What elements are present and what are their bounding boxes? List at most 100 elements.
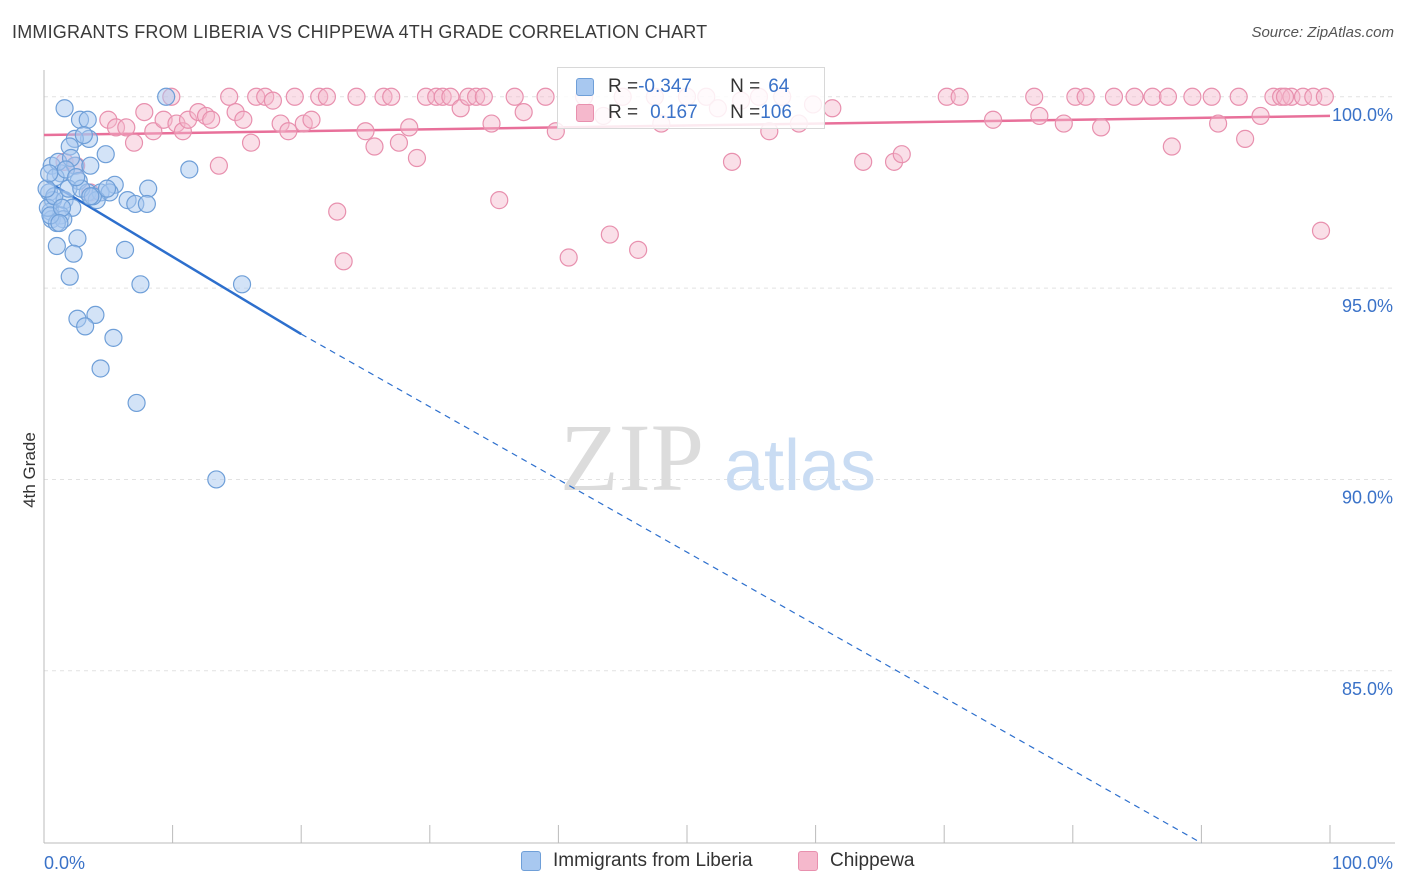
point-chippewa xyxy=(226,102,245,122)
point-chippewa xyxy=(310,87,329,106)
point-chippewa xyxy=(1236,129,1255,148)
point-chippewa xyxy=(884,152,904,171)
legend: Immigrants from Liberia Chippewa xyxy=(0,850,1406,880)
point-chippewa xyxy=(490,191,509,210)
point-chippewa xyxy=(1315,87,1334,106)
stats-n-value-liberia: 64 xyxy=(768,76,790,97)
point-liberia xyxy=(40,164,59,183)
point-liberia xyxy=(74,125,93,145)
legend-item-chippewa[interactable]: Chippewa xyxy=(798,850,915,872)
point-liberia xyxy=(37,179,56,198)
point-chippewa xyxy=(1162,137,1181,156)
point-liberia xyxy=(76,317,95,336)
stats-n-value-chippewa: 106 xyxy=(760,102,792,123)
point-chippewa xyxy=(356,122,375,141)
point-chippewa xyxy=(983,110,1003,129)
point-liberia xyxy=(55,99,74,118)
axes xyxy=(43,70,1395,844)
point-liberia xyxy=(91,359,110,378)
point-chippewa xyxy=(365,137,384,156)
y-tick-label: 85.0% xyxy=(1342,679,1393,699)
x-tick-label: 100.0% xyxy=(1332,853,1393,873)
point-chippewa xyxy=(1091,118,1111,137)
point-liberia xyxy=(78,110,97,129)
point-chippewa xyxy=(209,156,228,175)
point-chippewa xyxy=(135,102,154,122)
point-chippewa xyxy=(106,118,126,137)
point-chippewa xyxy=(474,87,493,106)
point-chippewa xyxy=(1183,87,1202,106)
point-chippewa xyxy=(285,87,304,106)
point-chippewa xyxy=(600,225,619,244)
point-chippewa xyxy=(328,202,347,221)
point-chippewa xyxy=(1275,87,1295,106)
point-chippewa xyxy=(407,148,427,168)
point-chippewa xyxy=(1229,87,1248,106)
point-chippewa xyxy=(302,110,321,129)
point-chippewa xyxy=(1054,114,1073,133)
point-chippewa xyxy=(1066,87,1085,106)
stats-r-value-chippewa: 0.167 xyxy=(650,102,698,123)
point-chippewa xyxy=(482,114,501,133)
legend-label-chippewa: Chippewa xyxy=(830,850,915,871)
point-chippewa xyxy=(124,133,144,152)
stats-row-chippewa: R = 0.167 N = 106 xyxy=(576,101,792,125)
point-chippewa xyxy=(347,87,366,106)
point-chippewa xyxy=(427,87,446,106)
watermark: ZIP atlas xyxy=(560,404,876,511)
point-liberia xyxy=(157,87,176,106)
stats-box: R = -0.347 N = 64 R = 0.167 N = 106 xyxy=(557,67,825,129)
point-liberia xyxy=(81,187,100,206)
point-chippewa xyxy=(1076,87,1095,106)
point-chippewa xyxy=(1293,87,1313,106)
point-chippewa xyxy=(629,240,648,259)
stats-r-value-liberia: -0.347 xyxy=(638,76,692,97)
point-chippewa xyxy=(234,110,253,129)
point-chippewa xyxy=(263,91,283,110)
point-chippewa xyxy=(559,248,578,267)
point-liberia xyxy=(127,393,146,413)
point-chippewa xyxy=(220,87,239,106)
point-liberia xyxy=(60,267,79,286)
point-liberia xyxy=(139,179,158,198)
y-tick-label: 90.0% xyxy=(1342,487,1393,507)
point-chippewa xyxy=(202,110,221,129)
legend-label-liberia: Immigrants from Liberia xyxy=(553,850,753,871)
stats-n-label: N = xyxy=(730,76,761,97)
tick-labels: 100.0% 95.0% 90.0% 85.0% 0.0% 100.0% xyxy=(44,105,1393,873)
y-tick-label: 95.0% xyxy=(1342,296,1393,316)
trendline-liberia xyxy=(45,179,302,336)
point-chippewa xyxy=(1104,87,1124,106)
point-chippewa xyxy=(271,114,290,133)
stats-swatch-chippewa xyxy=(576,104,594,122)
point-chippewa xyxy=(400,118,419,137)
stats-r-label: R = xyxy=(608,76,639,97)
point-liberia xyxy=(81,156,100,175)
stats-n-label: N = xyxy=(730,102,761,123)
point-chippewa xyxy=(1030,106,1049,126)
point-liberia xyxy=(47,236,66,256)
point-chippewa xyxy=(1025,87,1044,106)
legend-item-liberia[interactable]: Immigrants from Liberia xyxy=(521,850,753,872)
point-liberia xyxy=(131,275,150,294)
point-chippewa xyxy=(433,87,452,106)
point-chippewa xyxy=(279,122,298,141)
point-chippewa xyxy=(536,87,555,106)
point-chippewa xyxy=(505,87,524,106)
point-liberia xyxy=(180,160,199,179)
point-chippewa xyxy=(1202,87,1221,106)
point-liberia xyxy=(86,305,105,325)
stats-swatch-liberia xyxy=(576,78,594,96)
point-liberia xyxy=(232,275,252,294)
point-chippewa xyxy=(854,152,873,171)
point-liberia xyxy=(104,328,123,347)
point-chippewa xyxy=(1209,114,1228,133)
point-chippewa xyxy=(382,87,401,106)
point-liberia xyxy=(52,198,72,217)
point-chippewa xyxy=(334,252,353,271)
point-chippewa xyxy=(459,87,478,106)
y-axis-label: 4th Grade xyxy=(20,432,39,508)
point-chippewa xyxy=(1158,87,1178,106)
point-liberia xyxy=(68,229,87,248)
